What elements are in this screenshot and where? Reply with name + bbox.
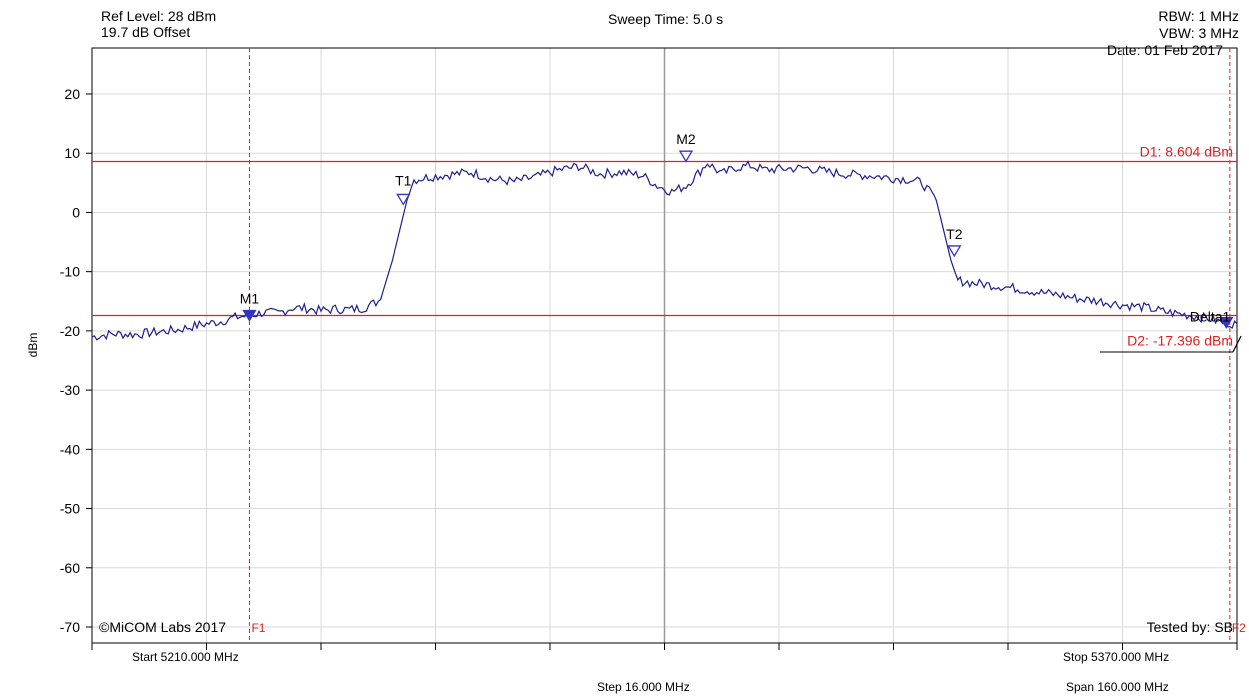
step-frequency-label: Step 16.000 MHz [597,680,690,694]
copyright-label: ©MiCOM Labs 2017 [99,619,226,635]
trace-markers: M1 T1 M2 T2 Delta1 [240,131,1234,329]
sweep-time-label: Sweep Time: 5.0 s [608,11,724,27]
y-tick-label-8: -60 [60,560,80,576]
tested-by-label: Tested by: SB [1147,619,1233,635]
y-tick-label-3: -10 [60,264,80,280]
vertical-marker-label-1: F1 [251,621,265,635]
spectrum-trace [91,160,1238,341]
stop-frequency-label: Stop 5370.000 MHz [1063,650,1169,664]
marker-m1-label: M1 [240,290,260,306]
marker-t1-symbol [396,193,411,206]
y-axis-label: dBm [26,333,40,358]
y-tick-label-9: -70 [60,619,80,635]
marker-m2-symbol [678,150,694,163]
delta-arrow [1232,335,1242,353]
y-tick-label-5: -30 [60,382,80,398]
marker-delta1-symbol [1219,316,1234,329]
reference-line-label-2: D2: -17.396 dBm [1127,332,1233,348]
ref-level-label: Ref Level: 28 dBm [101,8,217,24]
span-label: Span 160.000 MHz [1066,680,1169,694]
start-frequency-label: Start 5210.000 MHz [132,650,239,664]
vertical-marker-lines: F1 F2 [248,48,1246,643]
offset-label: 19.7 dB Offset [101,24,191,40]
marker-m2-label: M2 [676,131,696,147]
y-tick-label-7: -50 [60,501,80,517]
reference-lines: D1: 8.604 dBm D2: -17.396 dBm [92,143,1237,348]
y-tick-label-2: 0 [72,204,80,220]
reference-line-label-1: D1: 8.604 dBm [1140,143,1233,159]
marker-m1-symbol [242,309,257,322]
vertical-marker-label-2: F2 [1232,621,1246,635]
marker-delta1-label: Delta1 [1190,309,1231,325]
y-tick-label-6: -40 [60,441,80,457]
marker-t1-label: T1 [395,172,412,188]
y-tick-label-4: -20 [60,323,80,339]
marker-t2-label: T2 [946,226,963,242]
vbw-label: VBW: 3 MHz [1159,25,1239,41]
y-tick-label-1: 10 [64,145,80,161]
rbw-label: RBW: 1 MHz [1158,8,1239,24]
y-tick-label-0: 20 [64,86,80,102]
x-axis-ticks [91,643,1238,650]
marker-t2-symbol [947,245,962,258]
grid-lines [92,48,1237,643]
y-axis-ticks: 20 10 0 -10 -20 -30 -40 -50 -60 -70 [60,86,92,635]
date-label: Date: 01 Feb 2017 [1107,42,1223,58]
